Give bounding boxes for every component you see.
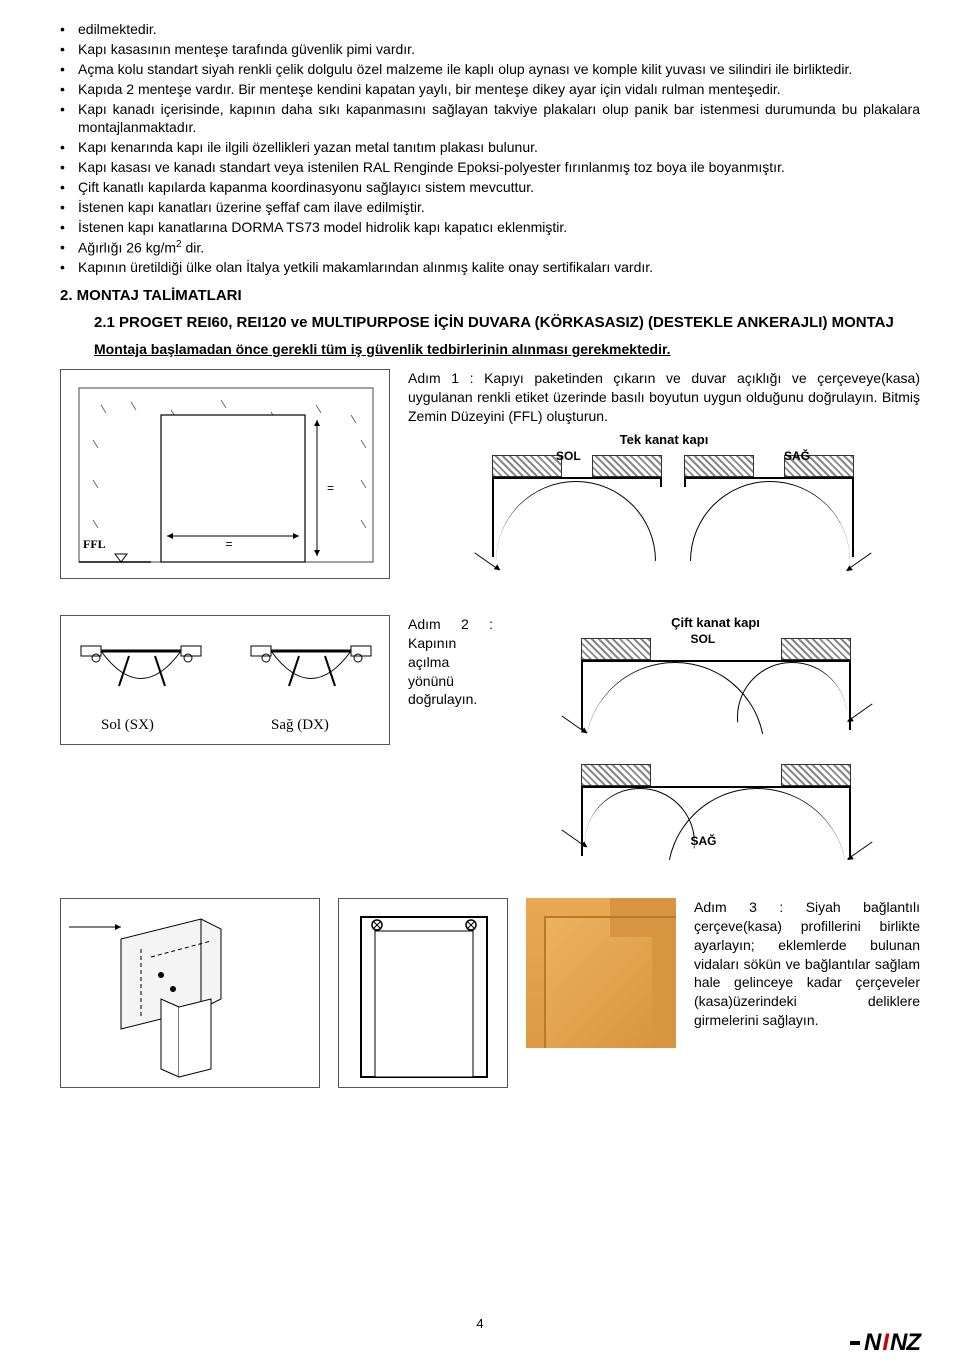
- step-1-row: = = FFL Adım 1 : Kapıyı paketinden çıkar…: [60, 369, 920, 591]
- section-2-title: 2. MONTAJ TALİMATLARI: [60, 287, 920, 304]
- step-3-text: Adım 3 : Siyah bağlantılı çerçeve(kasa) …: [694, 898, 920, 1030]
- bullet-item: Kapının üretildiği ülke olan İtalya yetk…: [60, 258, 920, 277]
- ninz-logo: NINZ: [850, 1329, 920, 1357]
- figure-opening-direction: Sol (SX) Sağ (DX): [60, 615, 390, 745]
- section-2-1-title: 2.1 PROGET REI60, REI120 ve MULTIPURPOSE…: [60, 314, 920, 331]
- step-2-text: Adım 2 : Kapının açılma yönünü doğrulayı…: [408, 615, 493, 709]
- bullet-item: Açma kolu standart siyah renkli çelik do…: [60, 60, 920, 79]
- step-2-row: Sol (SX) Sağ (DX) Adım 2 : Kapının açılm…: [60, 615, 920, 874]
- bullet-item: İstenen kapı kanatlarına DORMA TS73 mode…: [60, 218, 920, 237]
- page-number: 4: [0, 1316, 960, 1331]
- single-leaf-title: Tek kanat kapı: [408, 432, 920, 447]
- double-leaf-title: Çift kanat kapı: [511, 615, 920, 630]
- svg-text:=: =: [327, 481, 334, 495]
- figure-ffl-opening: = = FFL: [60, 369, 390, 579]
- bullet-item: Ağırlığı 26 kg/m2 dir.: [60, 238, 920, 258]
- bullet-item: Çift kanatlı kapılarda kapanma koordinas…: [60, 178, 920, 197]
- bullet-item: İstenen kapı kanatları üzerine şeffaf ca…: [60, 198, 920, 217]
- bullet-item: edilmektedir.: [60, 20, 920, 39]
- ffl-label: FFL: [83, 537, 106, 552]
- spec-bullet-list: edilmektedir. Kapı kasasının menteşe tar…: [60, 20, 920, 277]
- step-1-text: Adım 1 : Kapıyı paketinden çıkarın ve du…: [408, 369, 920, 426]
- step-3-row: Adım 3 : Siyah bağlantılı çerçeve(kasa) …: [60, 898, 920, 1088]
- bullet-item: Kapıda 2 menteşe vardır. Bir menteşe ken…: [60, 80, 920, 99]
- figure-frame-iso: [60, 898, 320, 1088]
- bullet-item: Kapı kenarında kapı ile ilgili özellikle…: [60, 138, 920, 157]
- safety-note: Montaja başlamadan önce gerekli tüm iş g…: [60, 341, 920, 357]
- figure-frame-front: [338, 898, 508, 1088]
- svg-text:=: =: [225, 537, 232, 551]
- figure-frame-photo: [526, 898, 676, 1048]
- bullet-item: Kapı kanadı içerisinde, kapının daha sık…: [60, 100, 920, 138]
- bullet-item: Kapı kasası ve kanadı standart veya iste…: [60, 158, 920, 177]
- single-leaf-diagram: Tek kanat kapı SOL SAĞ: [408, 432, 920, 591]
- double-leaf-diagram: Çift kanat kapı SOL SAĞ: [511, 615, 920, 874]
- bullet-item: Kapı kasasının menteşe tarafında güvenli…: [60, 40, 920, 59]
